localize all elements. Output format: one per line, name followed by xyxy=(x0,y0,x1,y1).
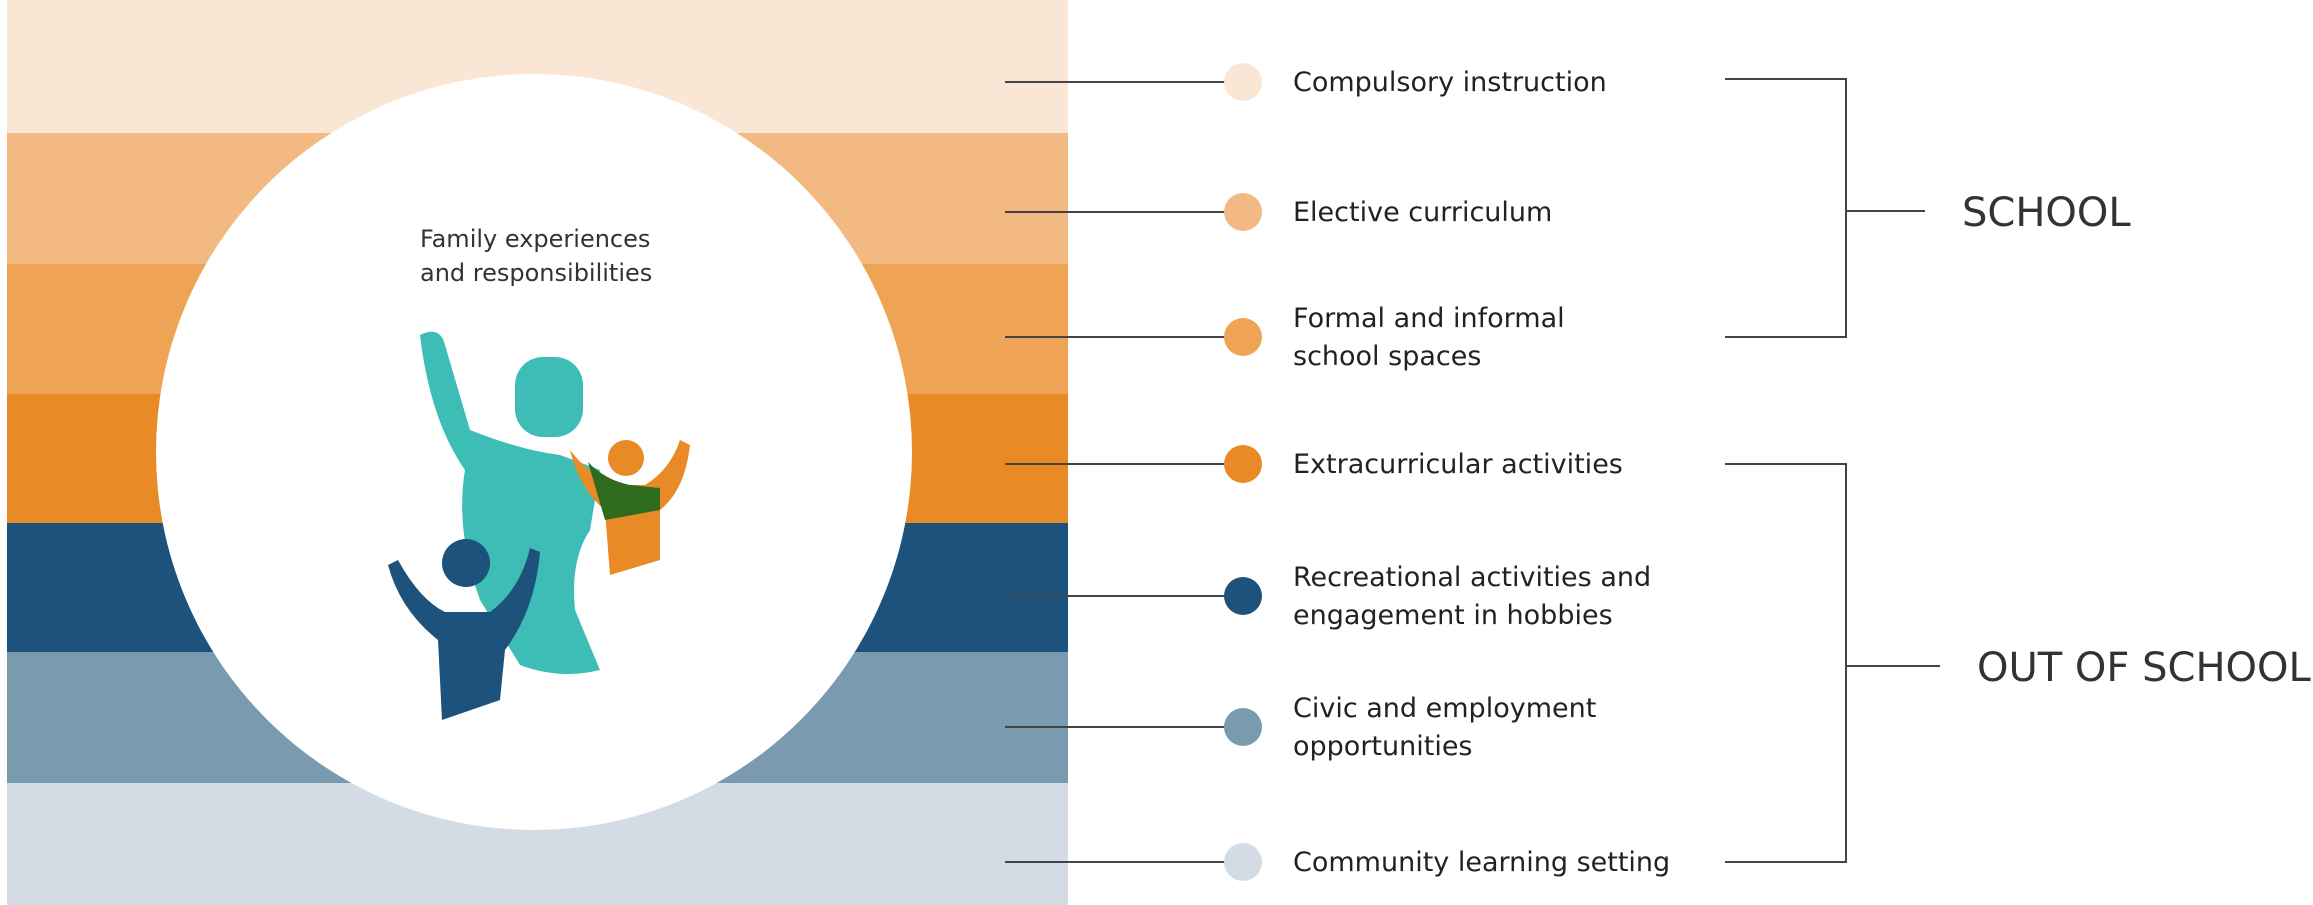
small-child-head xyxy=(442,539,490,587)
item-label-line: Extracurricular activities xyxy=(1293,449,1623,480)
group-label: SCHOOL xyxy=(1962,190,2131,236)
center-label-line: Family experiences xyxy=(420,225,650,253)
dot xyxy=(1224,445,1262,483)
overlap xyxy=(588,462,660,520)
adult-head xyxy=(515,357,583,437)
family-icon xyxy=(388,331,690,720)
item-label-line: Compulsory instruction xyxy=(1293,67,1607,98)
item-label: Formal and informal school spaces xyxy=(1293,303,1565,372)
item-label-line: Elective curriculum xyxy=(1293,197,1552,228)
adult-figure xyxy=(420,331,600,674)
item-label-line: Recreational activities and xyxy=(1293,562,1651,593)
item-label-line: Formal and informal xyxy=(1293,303,1565,334)
dot xyxy=(1224,843,1262,881)
school-bracket xyxy=(1725,78,1925,338)
dot xyxy=(1224,577,1262,615)
item-label-line: Civic and employment xyxy=(1293,693,1596,724)
brackets xyxy=(1725,78,1940,863)
item-label: Elective curriculum xyxy=(1293,197,1552,228)
item-label: Extracurricular activities xyxy=(1293,449,1623,480)
item-label: Civic and employment opportunities xyxy=(1293,693,1596,762)
dot xyxy=(1224,193,1262,231)
item-label-line: engagement in hobbies xyxy=(1293,600,1613,631)
item-label-line: opportunities xyxy=(1293,731,1473,762)
item-label-line: school spaces xyxy=(1293,341,1481,372)
item-label: Compulsory instruction xyxy=(1293,67,1607,98)
out-of-school-bracket xyxy=(1725,463,1940,863)
child-head xyxy=(608,440,644,476)
dot xyxy=(1224,708,1262,746)
center-label: Family experiences and responsibilities xyxy=(420,225,658,287)
dot xyxy=(1224,318,1262,356)
group-label: OUT OF SCHOOL xyxy=(1977,645,2311,691)
items: Compulsory instruction Elective curriculu… xyxy=(1005,63,1670,881)
item-label: Community learning setting xyxy=(1293,847,1670,878)
item-label-line: Community learning setting xyxy=(1293,847,1670,878)
center-label-line: and responsibilities xyxy=(420,259,652,287)
item-label: Recreational activities and engagement in… xyxy=(1293,562,1651,631)
small-child-figure xyxy=(388,548,540,720)
dot xyxy=(1224,63,1262,101)
